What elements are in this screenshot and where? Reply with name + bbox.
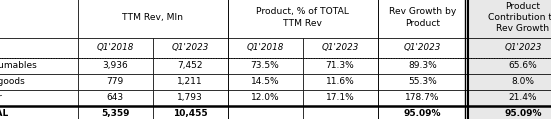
Text: 71.3%: 71.3% bbox=[326, 61, 354, 70]
Text: 11.6%: 11.6% bbox=[326, 77, 354, 86]
Text: Q1'2023: Q1'2023 bbox=[504, 43, 542, 52]
Bar bbox=[228, 57, 302, 74]
Bar bbox=[467, 89, 551, 106]
Bar bbox=[153, 37, 228, 57]
Text: Hardgoods: Hardgoods bbox=[0, 77, 25, 86]
Bar bbox=[377, 37, 467, 57]
Text: 10,455: 10,455 bbox=[172, 109, 207, 118]
Bar bbox=[302, 74, 377, 89]
Bar bbox=[0, 89, 78, 106]
Bar bbox=[302, 106, 377, 119]
Bar bbox=[78, 57, 153, 74]
Text: 643: 643 bbox=[106, 93, 123, 102]
Bar bbox=[78, 37, 153, 57]
Bar bbox=[228, 74, 302, 89]
Text: Consumables: Consumables bbox=[0, 61, 37, 70]
Bar bbox=[153, 74, 228, 89]
Bar bbox=[0, 0, 78, 37]
Text: Q1'2023: Q1'2023 bbox=[171, 43, 209, 52]
Text: 8.0%: 8.0% bbox=[511, 77, 534, 86]
Text: 5,359: 5,359 bbox=[101, 109, 129, 118]
Text: Other: Other bbox=[0, 93, 2, 102]
Bar bbox=[78, 106, 153, 119]
Bar bbox=[377, 0, 467, 37]
Bar bbox=[377, 74, 467, 89]
Bar bbox=[302, 37, 377, 57]
Text: Q1'2018: Q1'2018 bbox=[96, 43, 134, 52]
Text: Product
Contribution to
Rev Growth: Product Contribution to Rev Growth bbox=[488, 2, 551, 33]
Text: Rev Growth by
Product: Rev Growth by Product bbox=[389, 7, 456, 28]
Bar bbox=[228, 0, 377, 37]
Bar bbox=[302, 89, 377, 106]
Text: 95.09%: 95.09% bbox=[504, 109, 542, 118]
Text: 55.3%: 55.3% bbox=[408, 77, 437, 86]
Text: TTM Rev, Mln: TTM Rev, Mln bbox=[122, 13, 183, 22]
Bar bbox=[0, 74, 78, 89]
Text: 14.5%: 14.5% bbox=[251, 77, 279, 86]
Text: Q1'2023: Q1'2023 bbox=[404, 43, 441, 52]
Bar bbox=[377, 57, 467, 74]
Text: Q1'2018: Q1'2018 bbox=[246, 43, 284, 52]
Text: 1,793: 1,793 bbox=[177, 93, 203, 102]
Text: 73.5%: 73.5% bbox=[251, 61, 279, 70]
Bar bbox=[78, 0, 228, 37]
Bar bbox=[228, 106, 302, 119]
Bar bbox=[0, 106, 78, 119]
Bar bbox=[228, 89, 302, 106]
Bar bbox=[153, 106, 228, 119]
Bar bbox=[467, 0, 551, 37]
Bar bbox=[78, 89, 153, 106]
Text: 7,452: 7,452 bbox=[177, 61, 203, 70]
Text: 3,936: 3,936 bbox=[102, 61, 128, 70]
Bar bbox=[302, 57, 377, 74]
Bar bbox=[467, 106, 551, 119]
Text: 95.09%: 95.09% bbox=[404, 109, 441, 118]
Text: 65.6%: 65.6% bbox=[509, 61, 537, 70]
Bar bbox=[228, 37, 302, 57]
Bar bbox=[0, 37, 78, 57]
Text: Product, % of TOTAL
TTM Rev: Product, % of TOTAL TTM Rev bbox=[256, 7, 349, 28]
Text: Q1'2023: Q1'2023 bbox=[321, 43, 359, 52]
Bar bbox=[467, 57, 551, 74]
Bar bbox=[467, 74, 551, 89]
Bar bbox=[467, 37, 551, 57]
Text: 178.7%: 178.7% bbox=[405, 93, 440, 102]
Bar bbox=[78, 74, 153, 89]
Text: 89.3%: 89.3% bbox=[408, 61, 437, 70]
Text: 17.1%: 17.1% bbox=[326, 93, 354, 102]
Bar bbox=[153, 57, 228, 74]
Text: 21.4%: 21.4% bbox=[509, 93, 537, 102]
Bar bbox=[377, 89, 467, 106]
Bar bbox=[0, 57, 78, 74]
Bar bbox=[377, 106, 467, 119]
Text: 12.0%: 12.0% bbox=[251, 93, 279, 102]
Text: 1,211: 1,211 bbox=[177, 77, 203, 86]
Text: 779: 779 bbox=[106, 77, 123, 86]
Bar bbox=[153, 89, 228, 106]
Text: TOTAL: TOTAL bbox=[0, 109, 9, 118]
